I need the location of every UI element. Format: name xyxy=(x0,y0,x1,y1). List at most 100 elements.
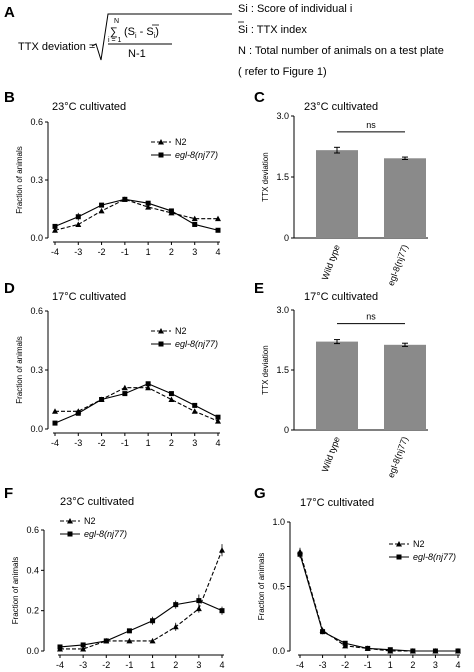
legend-label: egl-8(nj77) xyxy=(175,150,218,160)
legend-marker-square xyxy=(396,554,402,560)
x-category-label: Wild type xyxy=(320,435,342,473)
chart-G: G 17°C cultivated 0.0 0.5 1.0 Fraction of ani… xyxy=(254,485,461,670)
x-tick-label: 4 xyxy=(215,247,220,257)
legend-marker-triangle xyxy=(158,328,164,334)
series-line xyxy=(299,551,458,652)
series-line xyxy=(54,383,219,424)
data-point-square xyxy=(80,642,86,648)
x-tick-label: -1 xyxy=(364,660,372,670)
data-point-triangle xyxy=(98,207,105,214)
legend-label: egl-8(nj77) xyxy=(84,529,127,539)
chart-title: 17°C cultivated xyxy=(52,291,126,303)
x-tick-label: -1 xyxy=(121,247,129,257)
panel-letter: A xyxy=(4,4,15,21)
x-tick-label: -3 xyxy=(79,660,87,670)
data-point-triangle xyxy=(149,637,156,644)
data-point-square xyxy=(52,223,58,229)
legend-marker-triangle xyxy=(67,518,73,524)
legend-label: N2 xyxy=(175,326,187,336)
data-point-square xyxy=(410,648,416,654)
legend-label: N2 xyxy=(84,516,96,526)
x-tick-label: -2 xyxy=(341,660,349,670)
data-point-square xyxy=(122,196,128,202)
y-axis-label: TTX deviation xyxy=(261,345,270,394)
x-tick-label: 2 xyxy=(169,438,174,448)
data-point-triangle xyxy=(168,396,175,402)
y-axis-label: TTX deviation xyxy=(261,152,270,201)
formula-denominator: N-1 xyxy=(128,48,146,60)
y-tick-label: 3.0 xyxy=(276,305,289,315)
data-point-square xyxy=(75,410,81,416)
legend-label: N2 xyxy=(413,539,425,549)
series-line xyxy=(55,387,219,422)
data-point-triangle xyxy=(80,645,87,652)
legend-marker-triangle xyxy=(396,541,402,547)
radical-sign xyxy=(91,13,232,61)
data-point-square xyxy=(192,221,198,227)
data-point-square xyxy=(192,402,198,408)
series-line xyxy=(60,549,223,650)
chart-C: C 23°C cultivated 0 1.5 3.0 TTX deviation Wild… xyxy=(254,89,428,287)
formula-legend-line-4: ( refer to Figure 1) xyxy=(238,66,327,78)
x-tick-label: -1 xyxy=(121,438,129,448)
data-point-square xyxy=(99,397,105,402)
legend-marker-square xyxy=(158,152,164,158)
legend-marker-square xyxy=(158,341,164,347)
data-point-square xyxy=(99,202,105,208)
x-category-label: Wild type xyxy=(320,243,342,281)
bar xyxy=(384,344,426,430)
panel-letter: E xyxy=(254,280,264,297)
data-point-square xyxy=(297,551,303,557)
chart-title: 23°C cultivated xyxy=(60,496,134,508)
data-point-square xyxy=(219,608,225,614)
y-tick-label: 3.0 xyxy=(276,111,289,121)
data-point-triangle xyxy=(215,215,221,222)
bar xyxy=(316,150,358,238)
legend-marker-square xyxy=(67,531,73,537)
data-point-triangle xyxy=(52,408,58,414)
panel-letter: F xyxy=(4,485,13,502)
formula-legend-line-2: Si : TTX index xyxy=(238,24,307,36)
data-point-square xyxy=(215,414,221,420)
y-tick-label: 1.0 xyxy=(272,517,285,527)
data-point-triangle xyxy=(215,418,221,424)
x-tick-label: -3 xyxy=(319,660,327,670)
chart-B: B 23°C cultivated 0.0 0.3 0.6 Fraction of ani… xyxy=(4,89,221,257)
data-point-square xyxy=(126,628,132,634)
x-tick-label: -2 xyxy=(102,660,110,670)
x-tick-label: -1 xyxy=(125,660,133,670)
charts-layer: B 23°C cultivated 0.0 0.3 0.6 Fraction of ani… xyxy=(4,89,461,670)
y-axis-label: Fraction of animals xyxy=(11,557,20,625)
bar xyxy=(384,158,426,238)
formula-numerator: (Si - Si) xyxy=(124,26,159,40)
x-tick-label: -3 xyxy=(74,247,82,257)
x-tick-label: -2 xyxy=(98,247,106,257)
chart-E: E 17°C cultivated 0 1.5 3.0 TTX deviation Wild… xyxy=(254,280,428,479)
chart-title: 23°C cultivated xyxy=(304,101,378,113)
x-tick-label: -2 xyxy=(98,438,106,448)
data-point-triangle xyxy=(145,384,152,391)
data-point-triangle xyxy=(191,215,198,222)
x-tick-label: 4 xyxy=(455,660,460,670)
x-tick-label: -4 xyxy=(51,438,59,448)
y-axis-label: Fraction of animals xyxy=(257,553,266,621)
x-category-label: egl-8(nj77) xyxy=(386,243,410,287)
data-point-square xyxy=(150,618,156,624)
data-point-triangle xyxy=(219,547,225,553)
significance-label: ns xyxy=(366,312,376,322)
data-point-triangle xyxy=(126,637,133,644)
data-point-square xyxy=(387,647,393,653)
bar xyxy=(316,341,358,430)
data-point-square xyxy=(168,208,174,214)
data-point-square xyxy=(432,648,438,654)
formula-legend-line-3: N : Total number of animals on a test pl… xyxy=(238,45,444,57)
formula-panel: A TTX deviation = N ∑ i = 1 (Si - Si) N-… xyxy=(4,3,444,78)
y-tick-label: 0.0 xyxy=(30,424,43,434)
y-tick-label: 0.3 xyxy=(30,175,43,185)
x-tick-label: -3 xyxy=(74,438,82,448)
data-point-square xyxy=(455,648,461,654)
y-tick-label: 0.0 xyxy=(30,233,43,243)
series-line xyxy=(59,600,223,648)
data-point-square xyxy=(52,420,58,426)
